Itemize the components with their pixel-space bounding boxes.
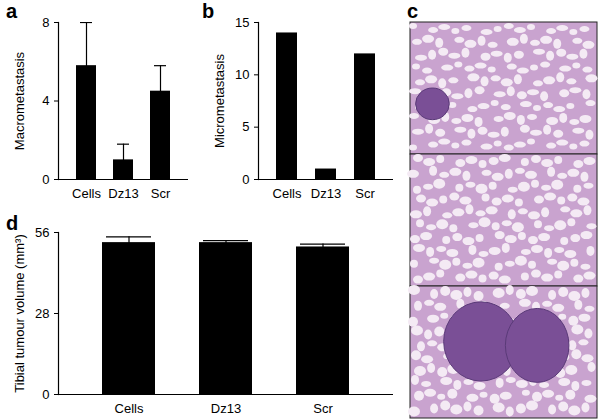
svg-text:Dz13: Dz13 bbox=[311, 186, 341, 201]
svg-text:56: 56 bbox=[35, 225, 49, 240]
svg-text:28: 28 bbox=[35, 306, 49, 321]
svg-text:Dz13: Dz13 bbox=[211, 401, 241, 416]
svg-text:Tibial tumour volume (mm³): Tibial tumour volume (mm³) bbox=[12, 234, 27, 392]
svg-text:Cells: Cells bbox=[115, 401, 144, 416]
html-text:d: d bbox=[6, 212, 19, 234]
svg-text:4: 4 bbox=[42, 93, 49, 108]
svg-text:5: 5 bbox=[242, 119, 249, 134]
svg-text:Scr: Scr bbox=[151, 186, 171, 201]
html-text:a: a bbox=[6, 0, 18, 22]
svg-text:Macrometastasis: Macrometastasis bbox=[12, 51, 27, 150]
svg-text:Dz13: Dz13 bbox=[108, 186, 138, 201]
svg-text:Cells: Cells bbox=[72, 186, 101, 201]
svg-text:Scr: Scr bbox=[313, 401, 333, 416]
html-text:b: b bbox=[202, 0, 215, 22]
svg-text:10: 10 bbox=[235, 67, 249, 82]
svg-text:0: 0 bbox=[42, 172, 49, 187]
svg-text:15: 15 bbox=[235, 15, 249, 30]
svg-text:Micrometastasis: Micrometastasis bbox=[212, 54, 227, 148]
svg-text:0: 0 bbox=[242, 172, 249, 187]
svg-text:Cells: Cells bbox=[273, 186, 302, 201]
svg-text:0: 0 bbox=[42, 387, 49, 402]
html-text:c: c bbox=[407, 0, 419, 22]
svg-text:Scr: Scr bbox=[355, 186, 375, 201]
svg-text:8: 8 bbox=[42, 15, 49, 30]
